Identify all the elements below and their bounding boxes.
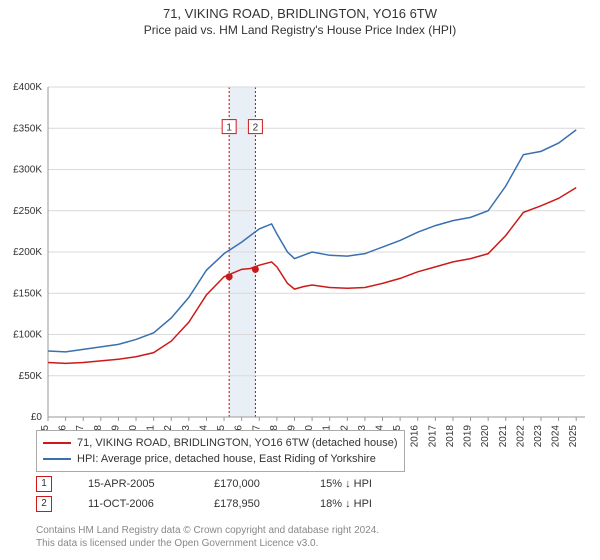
legend: 71, VIKING ROAD, BRIDLINGTON, YO16 6TW (… (36, 430, 405, 472)
svg-text:£200K: £200K (13, 247, 42, 258)
legend-label: HPI: Average price, detached house, East… (77, 451, 376, 467)
sale-date: 15-APR-2005 (88, 474, 188, 494)
svg-text:£50K: £50K (19, 371, 43, 382)
svg-text:2022: 2022 (515, 425, 526, 448)
svg-text:2016: 2016 (410, 425, 421, 448)
sales-table: 1 15-APR-2005 £170,000 15% ↓ HPI 2 11-OCT-200… (36, 474, 372, 514)
svg-text:£150K: £150K (13, 288, 42, 299)
footer-attribution: Contains HM Land Registry data © Crown c… (36, 524, 379, 550)
svg-text:£0: £0 (31, 412, 43, 423)
legend-item: 71, VIKING ROAD, BRIDLINGTON, YO16 6TW (… (43, 435, 398, 451)
svg-text:2024: 2024 (551, 425, 562, 448)
sale-price: £178,950 (214, 494, 294, 514)
legend-item: HPI: Average price, detached house, East… (43, 451, 398, 467)
sale-marker: 1 (36, 476, 52, 492)
chart-subtitle: Price paid vs. HM Land Registry's House … (0, 21, 600, 37)
svg-text:1: 1 (226, 123, 232, 134)
sale-price: £170,000 (214, 474, 294, 494)
sale-marker: 2 (36, 496, 52, 512)
svg-text:£250K: £250K (13, 206, 42, 217)
legend-swatch (43, 442, 71, 444)
svg-text:2: 2 (253, 123, 259, 134)
series-property (48, 188, 576, 364)
svg-text:2019: 2019 (463, 425, 474, 448)
footer-line2: This data is licensed under the Open Gov… (36, 537, 379, 550)
price-chart: £0 £50K £100K £150K £200K £250K £300K £350K £400… (0, 37, 600, 467)
svg-text:£400K: £400K (13, 82, 42, 93)
series-hpi (48, 130, 576, 352)
sale-row: 1 15-APR-2005 £170,000 15% ↓ HPI (36, 474, 372, 494)
svg-text:£300K: £300K (13, 165, 42, 176)
svg-text:2023: 2023 (533, 425, 544, 448)
svg-text:£350K: £350K (13, 123, 42, 134)
sale-delta: 15% ↓ HPI (320, 474, 372, 494)
legend-label: 71, VIKING ROAD, BRIDLINGTON, YO16 6TW (… (77, 435, 398, 451)
svg-text:£100K: £100K (13, 330, 42, 341)
legend-swatch (43, 458, 71, 460)
svg-text:2021: 2021 (498, 425, 509, 448)
footer-line1: Contains HM Land Registry data © Crown c… (36, 524, 379, 537)
sale-delta: 18% ↓ HPI (320, 494, 372, 514)
sale-date: 11-OCT-2006 (88, 494, 188, 514)
chart-title: 71, VIKING ROAD, BRIDLINGTON, YO16 6TW (0, 0, 600, 21)
svg-text:2025: 2025 (568, 425, 579, 448)
sale-row: 2 11-OCT-2006 £178,950 18% ↓ HPI (36, 494, 372, 514)
svg-text:2017: 2017 (427, 425, 438, 448)
svg-text:2020: 2020 (480, 425, 491, 448)
svg-text:2018: 2018 (445, 425, 456, 448)
